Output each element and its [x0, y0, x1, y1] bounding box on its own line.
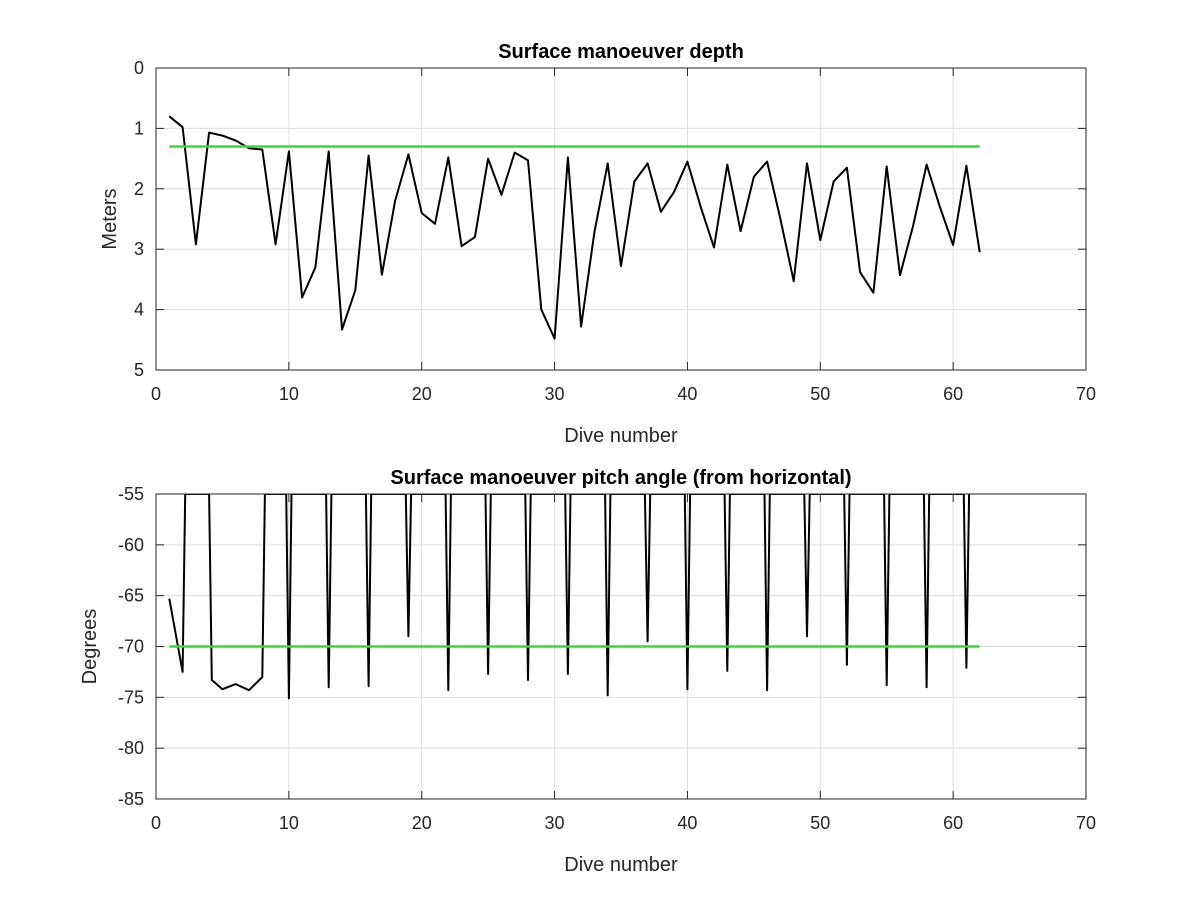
depth-y-tick-label: 1 [134, 118, 144, 138]
pitch-y-tick-label: -85 [118, 789, 144, 809]
depth-series [168, 115, 981, 340]
depth-ticks: 0 10 20 30 40 50 60 70 0 1 2 3 4 5 [134, 58, 1096, 404]
depth-data-line [168, 115, 981, 340]
depth-chart: 0 10 20 30 40 50 60 70 0 1 2 3 4 5 Surface manoeuver … [99, 41, 1096, 447]
depth-x-axis-label: Dive number [564, 425, 678, 447]
depth-x-tick-label: 30 [545, 384, 565, 404]
pitch-y-tick-label: -70 [118, 637, 144, 657]
pitch-data-line [168, 494, 971, 700]
pitch-chart: 0 10 20 30 40 50 60 70 -55 -60 -65 -70 -75 -80 -85 Sur… [79, 467, 1096, 876]
pitch-chart-title: Surface manoeuver pitch angle (from hori… [390, 467, 851, 489]
depth-y-tick-label: 0 [134, 58, 144, 78]
pitch-y-tick-label: -75 [118, 687, 144, 707]
pitch-x-axis-label: Dive number [564, 854, 678, 876]
pitch-y-tick-label: -80 [118, 738, 144, 758]
pitch-x-tick-label: 50 [810, 813, 830, 833]
depth-chart-title: Surface manoeuver depth [498, 41, 744, 63]
depth-x-tick-label: 70 [1076, 384, 1096, 404]
pitch-x-tick-label: 10 [279, 813, 299, 833]
depth-x-tick-label: 0 [151, 384, 161, 404]
pitch-ticks: 0 10 20 30 40 50 60 70 -55 -60 -65 -70 -75 -80 -85 [118, 484, 1096, 833]
depth-x-tick-label: 40 [677, 384, 697, 404]
pitch-y-axis-label: Degrees [79, 609, 101, 685]
pitch-y-tick-label: -60 [118, 535, 144, 555]
depth-y-tick-label: 4 [134, 300, 144, 320]
depth-axes-frame [155, 67, 1087, 371]
pitch-x-tick-label: 20 [412, 813, 432, 833]
depth-y-tick-label: 3 [134, 239, 144, 259]
pitch-series [168, 494, 980, 700]
depth-x-tick-label: 20 [412, 384, 432, 404]
depth-x-tick-label: 50 [810, 384, 830, 404]
depth-y-axis-label: Meters [99, 188, 121, 249]
pitch-x-tick-label: 30 [545, 813, 565, 833]
depth-x-tick-label: 60 [943, 384, 963, 404]
pitch-x-tick-label: 40 [677, 813, 697, 833]
pitch-x-tick-label: 0 [151, 813, 161, 833]
pitch-x-tick-label: 70 [1076, 813, 1096, 833]
depth-y-tick-label: 5 [134, 360, 144, 380]
pitch-y-tick-label: -65 [118, 586, 144, 606]
pitch-y-tick-label: -55 [118, 484, 144, 504]
pitch-x-tick-label: 60 [943, 813, 963, 833]
depth-y-tick-label: 2 [134, 179, 144, 199]
depth-x-tick-label: 10 [279, 384, 299, 404]
